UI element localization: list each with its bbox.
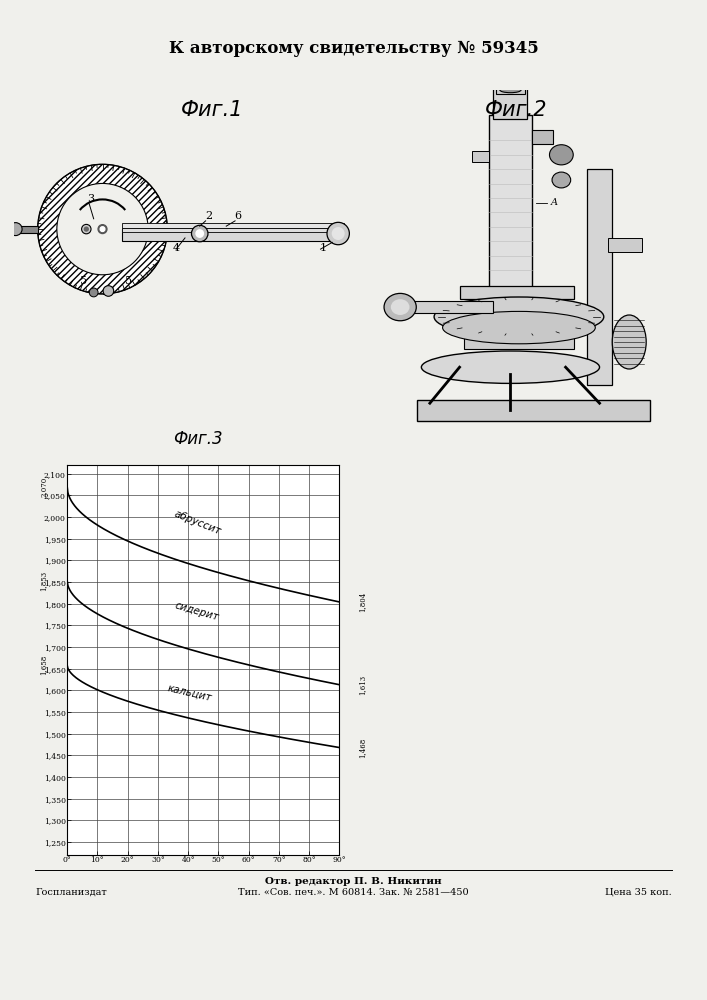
Text: Тип. «Сов. печ.». М 60814. Зак. № 2581—450: Тип. «Сов. печ.». М 60814. Зак. № 2581—4… bbox=[238, 888, 469, 897]
Text: К авторскому свидетельству № 59345: К авторскому свидетельству № 59345 bbox=[169, 40, 538, 57]
Circle shape bbox=[192, 225, 208, 242]
Text: 1,853: 1,853 bbox=[40, 571, 47, 591]
Circle shape bbox=[98, 225, 107, 234]
Circle shape bbox=[552, 172, 571, 188]
Text: Отв. редактор П. В. Никитин: Отв. редактор П. В. Никитин bbox=[265, 877, 442, 886]
Circle shape bbox=[384, 293, 416, 321]
Text: Госпланиздат: Госпланиздат bbox=[35, 888, 107, 897]
Bar bbox=[532, 130, 553, 144]
Bar bbox=[608, 238, 642, 252]
Text: 1: 1 bbox=[320, 243, 327, 253]
Circle shape bbox=[103, 286, 114, 296]
Ellipse shape bbox=[443, 311, 595, 344]
Circle shape bbox=[195, 229, 204, 238]
Text: 5: 5 bbox=[79, 276, 87, 286]
Bar bbox=[587, 169, 612, 385]
Text: 4: 4 bbox=[173, 243, 180, 253]
Ellipse shape bbox=[500, 87, 521, 93]
Text: 5: 5 bbox=[125, 276, 132, 286]
Text: Фиг.2: Фиг.2 bbox=[485, 100, 547, 120]
Text: 6: 6 bbox=[235, 211, 242, 221]
Bar bbox=[404, 301, 493, 313]
Text: Фиг.3: Фиг.3 bbox=[173, 430, 223, 448]
Circle shape bbox=[549, 145, 573, 165]
Ellipse shape bbox=[612, 315, 646, 369]
Bar bbox=[417, 400, 650, 421]
Text: A: A bbox=[551, 198, 558, 207]
Circle shape bbox=[83, 226, 89, 232]
Ellipse shape bbox=[434, 297, 604, 337]
Bar bbox=[489, 115, 532, 288]
Ellipse shape bbox=[421, 351, 600, 383]
Circle shape bbox=[57, 183, 148, 275]
Text: 2,070: 2,070 bbox=[40, 477, 47, 497]
Bar bbox=[472, 151, 489, 162]
Bar bbox=[460, 286, 574, 299]
Circle shape bbox=[100, 227, 105, 231]
Text: 3: 3 bbox=[87, 194, 94, 204]
Text: 1,613: 1,613 bbox=[359, 675, 367, 695]
Bar bbox=[122, 228, 344, 232]
Text: абруссит: абруссит bbox=[173, 508, 223, 536]
Bar bbox=[496, 83, 525, 94]
Text: Цена 35 коп.: Цена 35 коп. bbox=[605, 888, 672, 897]
Text: 2: 2 bbox=[205, 211, 212, 221]
Text: кальцит: кальцит bbox=[167, 683, 214, 703]
Circle shape bbox=[332, 227, 345, 240]
Circle shape bbox=[89, 288, 98, 297]
Circle shape bbox=[81, 224, 91, 234]
Text: Фиг.1: Фиг.1 bbox=[181, 100, 243, 120]
Circle shape bbox=[37, 164, 168, 294]
Bar bbox=[17, 226, 37, 233]
Text: 1,468: 1,468 bbox=[359, 737, 367, 758]
Bar bbox=[493, 86, 527, 119]
Circle shape bbox=[327, 222, 349, 245]
Text: сидерит: сидерит bbox=[173, 601, 219, 623]
Circle shape bbox=[9, 223, 22, 236]
Text: 1,804: 1,804 bbox=[359, 592, 367, 612]
Bar bbox=[122, 223, 344, 228]
Bar bbox=[122, 229, 344, 241]
Circle shape bbox=[391, 299, 409, 315]
Text: 1,658: 1,658 bbox=[40, 655, 47, 675]
Bar bbox=[464, 324, 574, 349]
